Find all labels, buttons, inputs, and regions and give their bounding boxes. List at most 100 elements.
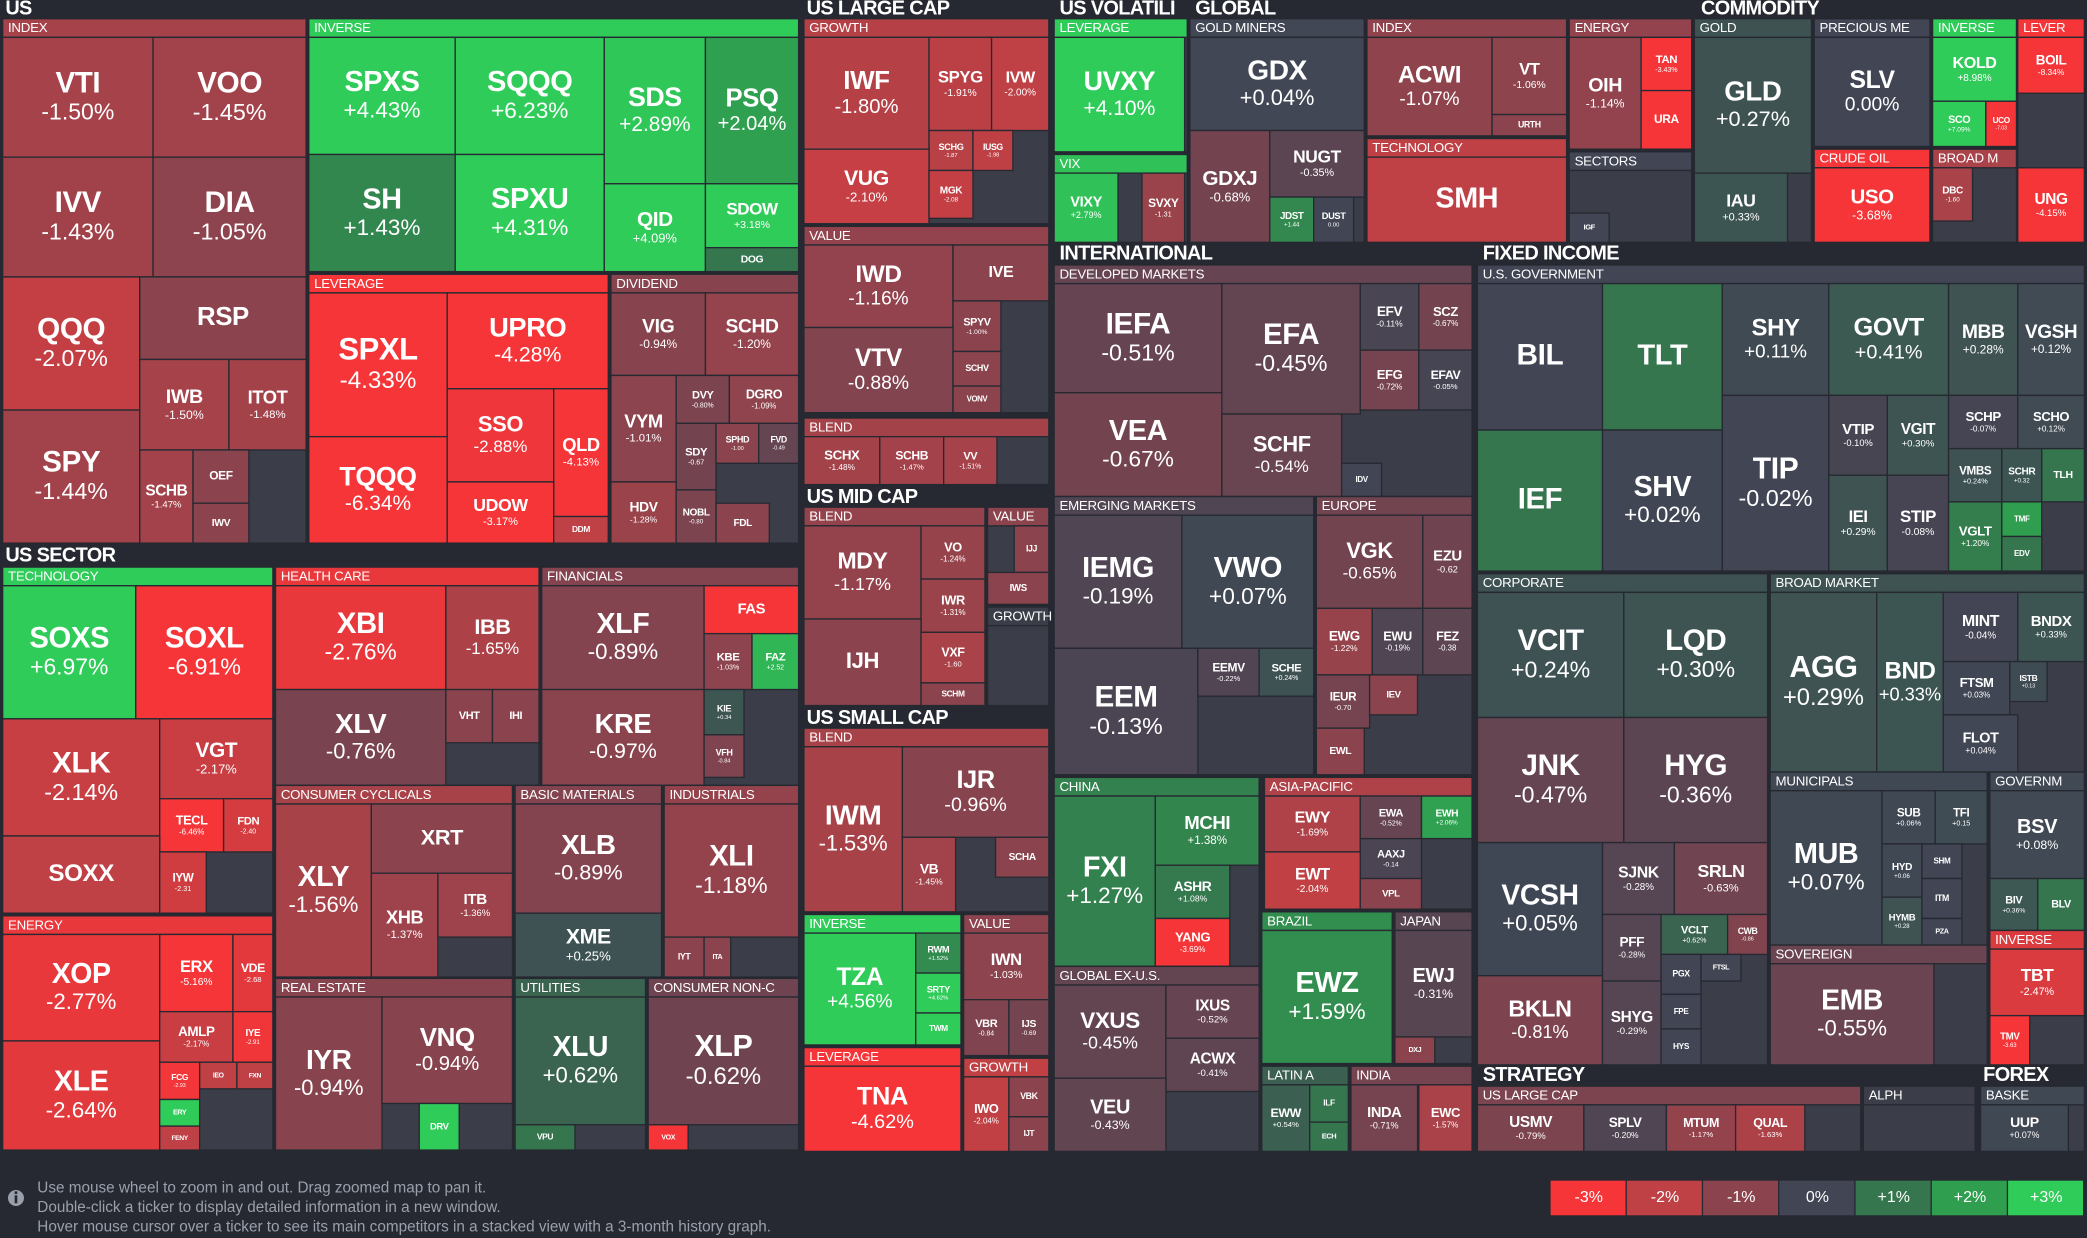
ticker-tile[interactable] xyxy=(704,292,800,377)
ticker-tile[interactable] xyxy=(1422,607,1473,676)
ticker-tile[interactable] xyxy=(1269,129,1365,198)
ticker-tile[interactable] xyxy=(1315,607,1373,676)
ticker-tile[interactable] xyxy=(1700,953,1742,982)
ticker-tile[interactable] xyxy=(1053,1077,1167,1153)
ticker-tile[interactable] xyxy=(1141,172,1186,243)
ticker-tile[interactable] xyxy=(274,803,373,978)
ticker-tile[interactable] xyxy=(139,449,194,544)
ticker-tile[interactable] xyxy=(2001,535,2043,572)
ticker-tile[interactable] xyxy=(1350,1084,1419,1153)
ticker-tile[interactable] xyxy=(1640,89,1693,150)
ticker-tile[interactable] xyxy=(1623,591,1769,719)
ticker-tile[interactable] xyxy=(1359,795,1423,840)
ticker-tile[interactable] xyxy=(1491,36,1568,116)
ticker-tile[interactable] xyxy=(972,129,1014,172)
ticker-tile[interactable] xyxy=(1491,113,1568,137)
ticker-tile[interactable] xyxy=(1583,1104,1668,1153)
ticker-tile[interactable] xyxy=(1366,36,1493,137)
ticker-tile[interactable] xyxy=(1660,993,1702,1030)
ticker-tile[interactable] xyxy=(803,1065,962,1153)
ticker-tile[interactable] xyxy=(1640,36,1693,92)
ticker-tile[interactable] xyxy=(192,502,250,544)
ticker-tile[interactable] xyxy=(1359,877,1423,910)
ticker-tile[interactable] xyxy=(1258,647,1315,697)
ticker-tile[interactable] xyxy=(1165,984,1260,1039)
ticker-tile[interactable] xyxy=(445,688,494,744)
ticker-tile[interactable] xyxy=(2037,877,2086,932)
ticker-tile[interactable] xyxy=(1673,841,1769,916)
ticker-tile[interactable] xyxy=(1568,212,1610,243)
ticker-tile[interactable] xyxy=(159,851,207,914)
ticker-tile[interactable] xyxy=(2001,447,2043,503)
ticker-tile[interactable] xyxy=(704,246,800,273)
ticker-tile[interactable] xyxy=(1189,129,1271,243)
ticker-tile[interactable] xyxy=(370,872,439,978)
ticker-tile[interactable] xyxy=(1813,36,1931,148)
ticker-tile[interactable] xyxy=(1,585,137,720)
ticker-tile[interactable] xyxy=(1947,501,2003,572)
ticker-tile[interactable] xyxy=(370,803,514,874)
ticker-tile[interactable] xyxy=(1315,727,1365,776)
ticker-tile[interactable] xyxy=(1053,282,1223,394)
ticker-tile[interactable] xyxy=(1921,843,1963,880)
ticker-tile[interactable] xyxy=(192,449,250,504)
ticker-tile[interactable] xyxy=(236,1061,274,1090)
ticker-tile[interactable] xyxy=(2017,282,2086,397)
ticker-tile[interactable] xyxy=(1881,790,1936,845)
ticker-tile[interactable] xyxy=(986,571,1050,606)
ticker-tile[interactable] xyxy=(159,933,234,1013)
ticker-tile[interactable] xyxy=(1269,196,1315,243)
ticker-tile[interactable] xyxy=(1876,591,1944,773)
ticker-tile[interactable] xyxy=(2017,167,2086,243)
ticker-tile[interactable] xyxy=(1660,1028,1702,1066)
ticker-tile[interactable] xyxy=(454,36,605,156)
ticker-tile[interactable] xyxy=(1394,1036,1436,1065)
ticker-tile[interactable] xyxy=(198,1061,238,1090)
ticker-tile[interactable] xyxy=(1313,196,1355,243)
ticker-tile[interactable] xyxy=(920,631,986,684)
ticker-tile[interactable] xyxy=(610,481,677,544)
ticker-tile[interactable] xyxy=(159,1125,201,1151)
ticker-tile[interactable] xyxy=(1476,841,1604,977)
ticker-tile[interactable] xyxy=(308,435,448,544)
ticker-tile[interactable] xyxy=(1340,462,1383,498)
ticker-tile[interactable] xyxy=(803,525,922,620)
ticker-tile[interactable] xyxy=(1828,282,1950,397)
ticker-tile[interactable] xyxy=(1420,795,1473,840)
ticker-tile[interactable] xyxy=(1601,980,1662,1066)
ticker-tile[interactable] xyxy=(1053,647,1199,776)
ticker-tile[interactable] xyxy=(1154,795,1260,866)
ticker-tile[interactable] xyxy=(915,1012,962,1046)
ticker-tile[interactable] xyxy=(943,435,998,486)
ticker-tile[interactable] xyxy=(704,183,800,249)
ticker-tile[interactable] xyxy=(232,933,274,1013)
ticker-tile[interactable] xyxy=(541,688,705,787)
ticker-tile[interactable] xyxy=(491,688,540,744)
ticker-tile[interactable] xyxy=(381,996,514,1105)
ticker-tile[interactable] xyxy=(994,836,1050,878)
ticker-tile[interactable] xyxy=(647,996,800,1126)
ticker-tile[interactable] xyxy=(715,502,770,544)
ticker-tile[interactable] xyxy=(751,632,800,691)
ticker-tile[interactable] xyxy=(1665,1104,1737,1153)
ticker-tile[interactable] xyxy=(610,292,707,377)
ticker-tile[interactable] xyxy=(1181,514,1315,649)
ticker-tile[interactable] xyxy=(1418,349,1473,411)
ticker-tile[interactable] xyxy=(541,585,705,691)
ticker-tile[interactable] xyxy=(901,746,1050,838)
ticker-tile[interactable] xyxy=(928,36,993,132)
ticker-tile[interactable] xyxy=(1368,674,1419,716)
ticker-tile[interactable] xyxy=(758,422,800,464)
ticker-tile[interactable] xyxy=(139,276,307,361)
ticker-tile[interactable] xyxy=(232,1010,274,1063)
ticker-tile[interactable] xyxy=(445,585,540,691)
ticker-tile[interactable] xyxy=(1053,514,1183,649)
ticker-tile[interactable] xyxy=(1053,392,1223,498)
ticker-tile[interactable] xyxy=(952,350,1002,387)
ticker-tile[interactable] xyxy=(1693,36,1813,174)
ticker-tile[interactable] xyxy=(704,36,800,185)
ticker-tile[interactable] xyxy=(1476,1104,1585,1153)
ticker-tile[interactable] xyxy=(1366,156,1568,243)
ticker-tile[interactable] xyxy=(803,435,881,486)
ticker-tile[interactable] xyxy=(1315,514,1424,610)
